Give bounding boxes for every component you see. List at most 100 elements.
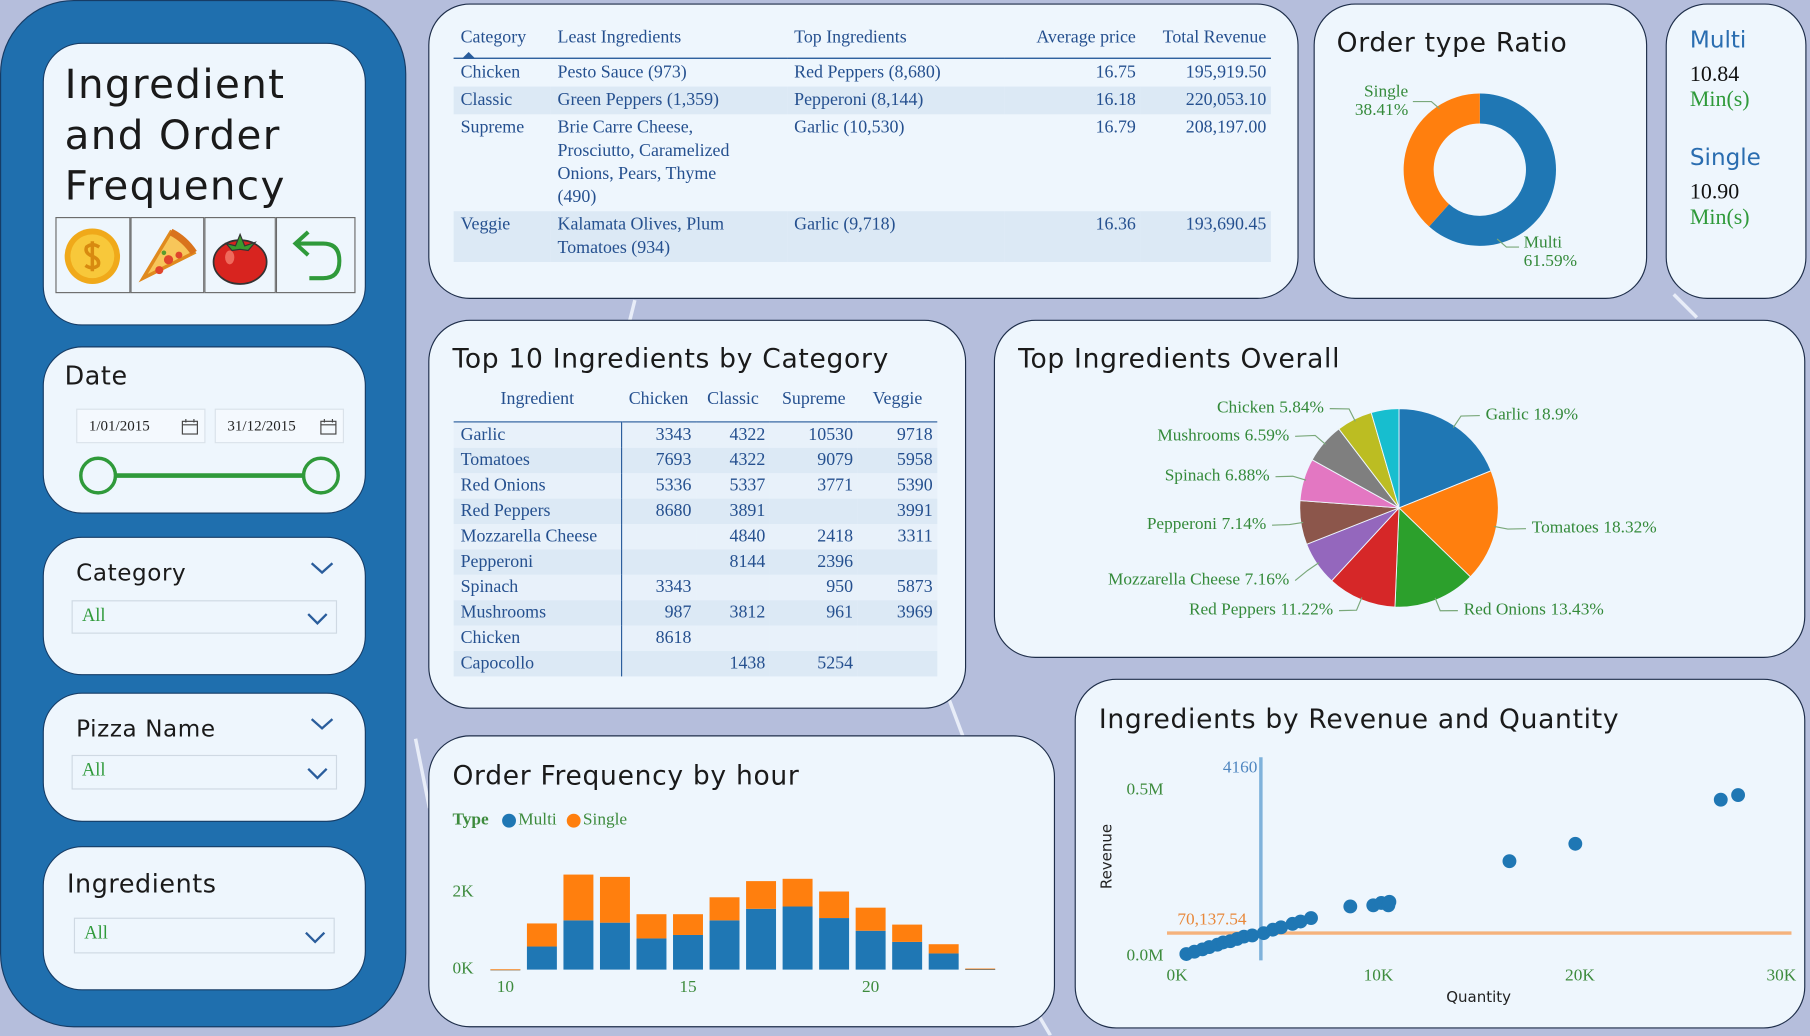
column-header: Least Ingredients — [550, 25, 788, 59]
cell-text: 16.36 — [1095, 214, 1136, 235]
end-date-text: 31/12/2015 — [227, 416, 296, 435]
slicer-value: All — [81, 760, 106, 781]
table-cell — [858, 549, 938, 574]
calendar-icon — [320, 419, 337, 435]
cell-text: Classic — [460, 90, 513, 110]
table-cell: Spinach — [453, 574, 622, 601]
tomato-icon — [212, 232, 268, 285]
table-cell: Capocollo — [453, 651, 622, 677]
table-cell: Pepperoni — [453, 549, 622, 575]
column-header: Ingredient — [453, 382, 622, 423]
dropdown-chevron — [305, 931, 326, 944]
table-row: Veggie Kalamata Olives, Plum Tomatoes (93… — [453, 211, 1271, 263]
table-cell: 5254 — [817, 653, 854, 673]
table-row: Red Onions 5336 5337 3771 5390 — [453, 473, 938, 499]
table-cell: 950 — [826, 577, 854, 597]
table-cell: 8680 — [655, 500, 692, 521]
collapse-chevron[interactable] — [309, 716, 334, 732]
cell-text: Supreme — [460, 117, 525, 138]
summary-table-wrap: Category Least Ingredients Top Ingredients… — [453, 25, 1271, 263]
revenue-button[interactable] — [55, 217, 131, 294]
table-cell: Supreme — [454, 114, 551, 211]
card-label: Single — [1689, 143, 1761, 171]
cell-text: Green Peppers (1,359) — [557, 90, 720, 110]
pizza-button[interactable] — [130, 217, 205, 294]
pie-panel — [993, 319, 1806, 658]
table-cell: 3311 — [897, 526, 933, 546]
bar-panel — [428, 735, 1056, 1028]
table-cell: Red Onions — [453, 473, 622, 499]
table-cell: 195,919.50 — [1140, 58, 1270, 86]
table-row: Tomatoes 7693 4322 9079 5958 — [453, 447, 938, 474]
top10-table: Ingredient Chicken Classic Supreme Veggie Gar… — [453, 382, 938, 677]
date-slider[interactable] — [69, 450, 346, 501]
column-header: Average price — [1004, 25, 1141, 59]
table-cell: 4322 — [729, 450, 766, 470]
table-cell: 7693 — [655, 450, 692, 470]
table-cell — [770, 499, 858, 524]
pizza-icon — [138, 228, 197, 283]
table-cell — [770, 626, 858, 651]
table-cell — [621, 651, 696, 676]
table-cell: 987 — [664, 602, 692, 623]
table-cell: Kalamata Olives, Plum Tomatoes (934) — [551, 211, 788, 262]
cell-text: Garlic (10,530) — [794, 117, 905, 138]
column-header: Veggie — [857, 382, 938, 423]
cell-text: 16.79 — [1095, 117, 1136, 138]
column-header: Chicken — [621, 382, 697, 423]
dropdown-chevron — [307, 767, 328, 780]
table-cell: 961 — [826, 602, 854, 623]
table-cell: 4322 — [729, 424, 766, 445]
table-cell: 10530 — [808, 424, 854, 445]
table-cell: 3343 — [655, 424, 692, 445]
table-cell: Red Peppers (8,680) — [787, 58, 1004, 86]
back-button[interactable] — [275, 217, 356, 294]
card-unit: Min(s) — [1689, 87, 1750, 112]
table-row: Pepperoni 8144 2396 — [453, 549, 938, 575]
end-date[interactable]: 31/12/2015 — [214, 408, 344, 444]
table-cell: 9079 — [817, 450, 854, 470]
sort-indicator[interactable] — [461, 51, 476, 60]
table-cell: Garlic (9,718) — [787, 211, 1004, 262]
pizza-name-dropdown[interactable]: All — [71, 754, 338, 790]
cell-text: Brie Carre Cheese, Prosciutto, Carameliz… — [557, 117, 730, 207]
table-cell: 16.79 — [1004, 114, 1140, 211]
start-date[interactable]: 1/01/2015 — [76, 408, 206, 444]
slicer-value: All — [81, 606, 106, 626]
table-cell: Tomatoes — [453, 447, 622, 474]
table-row: Red Peppers 8680 3891 3991 — [453, 498, 938, 525]
card-label: Multi — [1689, 25, 1747, 54]
card-value: 10.90 — [1689, 180, 1740, 205]
cell-text: Chicken — [460, 62, 521, 82]
ingredient-button[interactable] — [204, 217, 276, 294]
cell-text: Veggie — [460, 214, 511, 235]
table-cell: 5336 — [655, 475, 692, 496]
calendar-icon — [181, 419, 198, 435]
table-cell: Pepperoni (8,144) — [787, 87, 1004, 115]
column-header: Supreme — [769, 382, 858, 423]
coin-icon — [64, 228, 121, 284]
order-type-panel — [1313, 3, 1648, 299]
cell-text: 193,690.45 — [1185, 214, 1267, 235]
category-dropdown[interactable]: All — [71, 600, 338, 634]
table-cell: Mozzarella Cheese — [453, 524, 622, 550]
slicer-label: Ingredients — [66, 870, 217, 900]
summary-table: Category Least Ingredients Top Ingredients… — [453, 25, 1271, 263]
table-row: Spinach 3343 950 5873 — [453, 574, 938, 601]
table-cell: Veggie — [454, 211, 551, 262]
table-cell — [858, 626, 938, 651]
collapse-chevron[interactable] — [309, 560, 334, 576]
slicer-label: Category — [76, 558, 187, 587]
table-row: Chicken Pesto Sauce (973) Red Peppers (8,6… — [454, 58, 1271, 86]
column-header: Classic — [696, 382, 770, 423]
table-cell: 2418 — [817, 526, 854, 546]
table-cell — [696, 626, 770, 651]
table-cell: Mushrooms — [453, 600, 622, 626]
table-cell: 208,197.00 — [1140, 114, 1270, 211]
column-header: Category — [453, 25, 551, 59]
table-cell: 3969 — [896, 602, 933, 623]
table-cell: Classic — [454, 87, 551, 115]
ingredients-dropdown[interactable]: All — [73, 917, 335, 954]
